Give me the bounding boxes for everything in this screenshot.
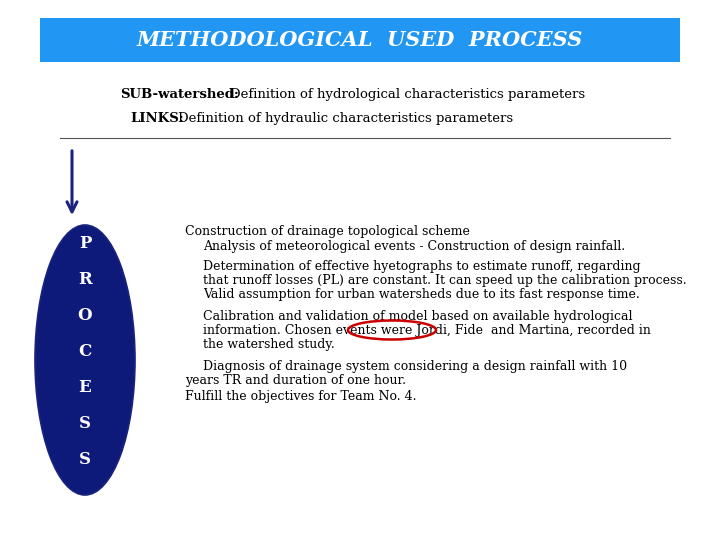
Text: Fulfill the objectives for Team No. 4.: Fulfill the objectives for Team No. 4.	[185, 390, 416, 403]
Text: C: C	[78, 342, 91, 360]
Text: years TR and duration of one hour.: years TR and duration of one hour.	[185, 374, 406, 387]
Text: R: R	[78, 271, 92, 287]
Text: S: S	[79, 450, 91, 468]
Text: information. Chosen events were Jordi, Fide  and Martina, recorded in: information. Chosen events were Jordi, F…	[203, 324, 651, 337]
Text: LINKS:: LINKS:	[130, 112, 184, 125]
Text: the watershed study.: the watershed study.	[203, 338, 335, 351]
Ellipse shape	[35, 225, 135, 495]
Text: E: E	[78, 379, 91, 395]
Text: Diagnosis of drainage system considering a design rainfall with 10: Diagnosis of drainage system considering…	[203, 360, 627, 373]
Text: Valid assumption for urban watersheds due to its fast response time.: Valid assumption for urban watersheds du…	[203, 288, 640, 301]
Text: Construction of drainage topological scheme: Construction of drainage topological sch…	[185, 225, 470, 238]
Text: O: O	[78, 307, 92, 323]
Text: S: S	[79, 415, 91, 431]
Text: Analysis of meteorological events - Construction of design rainfall.: Analysis of meteorological events - Cons…	[203, 240, 625, 253]
Text: Determination of effective hyetographs to estimate runoff, regarding: Determination of effective hyetographs t…	[203, 260, 641, 273]
FancyBboxPatch shape	[40, 18, 680, 62]
Text: METHODOLOGICAL  USED  PROCESS: METHODOLOGICAL USED PROCESS	[137, 30, 583, 50]
Text: SUB-watershed:: SUB-watershed:	[120, 88, 239, 101]
Text: P: P	[78, 234, 91, 252]
Text: that runoff losses (PL) are constant. It can speed up the calibration process.: that runoff losses (PL) are constant. It…	[203, 274, 687, 287]
Text: Definition of hydraulic characteristics parameters: Definition of hydraulic characteristics …	[178, 112, 513, 125]
Text: Definition of hydrological characteristics parameters: Definition of hydrological characteristi…	[230, 88, 585, 101]
Text: Calibration and validation of model based on available hydrological: Calibration and validation of model base…	[203, 310, 632, 323]
